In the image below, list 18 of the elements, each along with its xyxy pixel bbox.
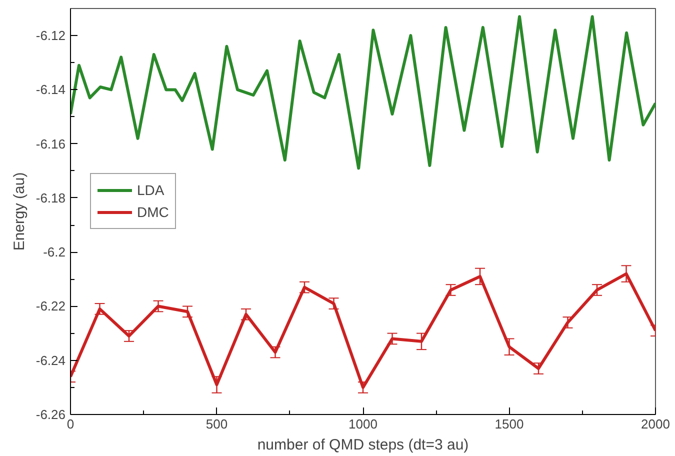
line-series <box>70 15 656 170</box>
legend-label: LDA <box>137 182 164 198</box>
x-tick-label: 0 <box>66 416 74 432</box>
x-tick-label: 1500 <box>494 416 524 432</box>
y-tick-label: -6.26 <box>36 407 66 422</box>
y-tick-label: -6.16 <box>36 136 66 152</box>
y-tick-label: -6.12 <box>36 28 66 44</box>
y-tick-label: -6.24 <box>36 352 66 368</box>
y-tick-label: -6.14 <box>36 82 66 98</box>
legend-label: DMC <box>137 204 169 220</box>
x-axis-title: number of QMD steps (dt=3 au) <box>257 436 469 454</box>
y-tick-label: -6.18 <box>36 190 66 206</box>
y-tick-label: -6.22 <box>36 298 66 314</box>
x-tick-label: 2000 <box>641 416 670 432</box>
y-axis-title: Energy (au) <box>10 172 28 251</box>
x-tick-label: 1000 <box>348 416 378 432</box>
x-tick-label: 500 <box>206 416 228 432</box>
y-tick-label: -6.2 <box>43 244 66 260</box>
